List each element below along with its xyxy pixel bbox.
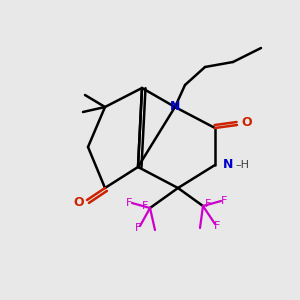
Text: O: O [242,116,252,128]
Text: F: F [221,196,227,206]
Text: N: N [170,100,180,113]
Text: –H: –H [235,160,249,170]
Text: F: F [126,198,132,208]
Text: F: F [135,223,141,233]
Text: F: F [205,199,211,209]
Text: N: N [223,158,233,172]
Text: F: F [142,201,148,211]
Text: O: O [74,196,84,209]
Text: F: F [214,221,220,231]
